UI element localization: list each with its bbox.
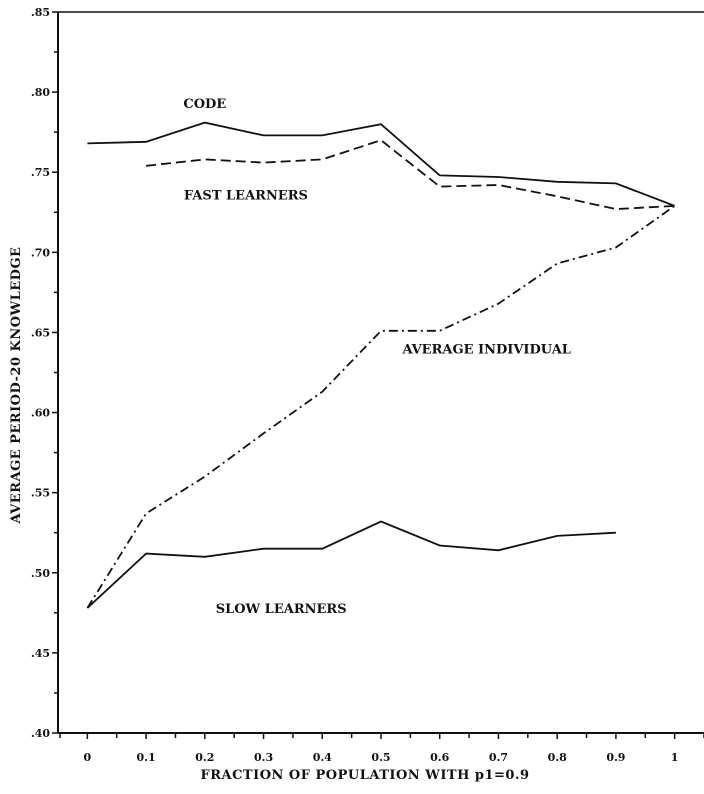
- y-tick-label: .70: [31, 246, 50, 259]
- y-tick-label: .50: [31, 567, 50, 580]
- series-layer: [86, 121, 676, 609]
- x-tick-label: 0: [84, 751, 92, 764]
- label-average-individual: AVERAGE INDIVIDUAL: [401, 342, 571, 357]
- y-axis-title: AVERAGE PERIOD-20 KNOWLEDGE: [9, 247, 24, 525]
- series-line-code: [87, 121, 675, 207]
- series-line-fast-learners: [146, 139, 675, 211]
- y-tick-label: .45: [31, 647, 50, 660]
- x-axis-title: FRACTION OF POPULATION WITH p1=0.9: [200, 768, 529, 783]
- y-tick-label: .85: [31, 6, 50, 19]
- y-tick-label: .80: [31, 86, 50, 99]
- y-tick-label: .55: [31, 487, 50, 500]
- y-tick-label: .65: [31, 326, 50, 339]
- x-tick-label: 0.7: [489, 751, 508, 764]
- x-tick-label: 0.9: [606, 751, 625, 764]
- x-tick-label: 0.1: [137, 751, 156, 764]
- label-slow-learners: SLOW LEARNERS: [216, 602, 347, 617]
- x-tick-label: 0.4: [313, 751, 332, 764]
- label-code: CODE: [183, 97, 226, 112]
- series-line-average-individual: [86, 205, 676, 609]
- y-tick-label: .40: [31, 727, 50, 740]
- x-tick-label: 0.2: [195, 751, 214, 764]
- axes: 0 0.1 0.2 0.3 0.4 0.5 0.6 0.7 0.8 0.9 1 .40 .45 .50 .5…: [31, 6, 704, 764]
- series-line-slow-learners: [86, 520, 616, 609]
- label-fast-learners: FAST LEARNERS: [184, 188, 308, 203]
- annotation-layer: CODE FAST LEARNERS AVERAGE INDIVIDUAL SLOW …: [183, 97, 571, 617]
- y-tick-label: .60: [31, 407, 50, 420]
- y-tick-label: .75: [31, 166, 50, 179]
- x-tick-label: 0.6: [430, 751, 449, 764]
- x-tick-label: 0.5: [371, 751, 390, 764]
- x-tick-label: 1: [671, 751, 679, 764]
- x-tick-label: 0.3: [254, 751, 273, 764]
- x-tick-label: 0.8: [548, 751, 567, 764]
